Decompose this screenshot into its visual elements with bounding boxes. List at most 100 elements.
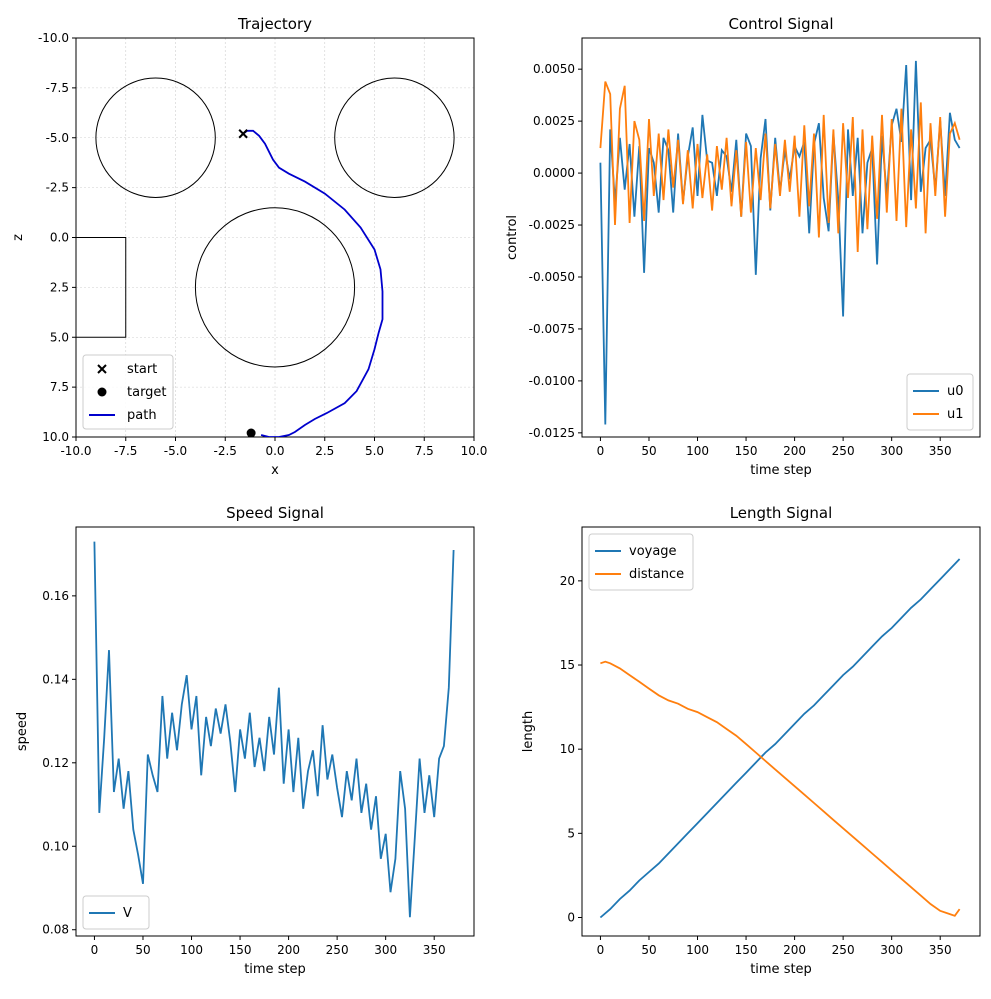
obstacle-circle	[95, 77, 216, 198]
y-tick-label: 10	[560, 742, 575, 756]
path-line	[242, 129, 384, 437]
y-tick-label: 0.10	[42, 839, 69, 853]
x-tick-label: 200	[783, 943, 806, 957]
obstacle-circle	[194, 207, 356, 368]
x-tick-label: 0.0	[265, 444, 284, 458]
series-line-voyage	[599, 558, 961, 919]
x-tick-label: 200	[277, 943, 300, 957]
series-line-distance	[600, 660, 961, 917]
x-tick-label: 0	[91, 943, 99, 957]
y-axis-label: length	[521, 711, 536, 752]
y-tick-label: 15	[560, 658, 575, 672]
obstacle-rect	[76, 237, 127, 338]
data-area	[599, 60, 961, 425]
x-tick-label: 300	[374, 943, 397, 957]
x-tick-label: 5.0	[365, 444, 384, 458]
legend-box	[588, 533, 694, 591]
y-tick-label: 0.0025	[533, 114, 575, 128]
chart-title: Speed Signal	[226, 504, 324, 522]
y-tick-label: -0.0050	[529, 270, 575, 284]
legend-box	[82, 354, 174, 430]
start-marker	[238, 129, 248, 139]
x-tick-label: 150	[229, 943, 252, 957]
y-tick-label: -0.0100	[529, 374, 575, 388]
legend-target-marker	[97, 387, 107, 397]
legend-box	[906, 373, 974, 431]
y-tick-label: 7.5	[50, 380, 69, 394]
chart-panel-4: 0 50 100 150 200 250 300 350 0 5 10 15 20 Length Sign…	[521, 504, 981, 977]
y-tick-label: 10.0	[42, 430, 69, 444]
x-axis-label: x	[271, 463, 279, 478]
y-axis-label: speed	[15, 712, 30, 751]
legend-label: target	[127, 385, 167, 400]
series-line-u1	[599, 81, 961, 253]
y-tick-label: -0.0125	[529, 426, 575, 440]
x-tick-label: -7.5	[114, 444, 137, 458]
legend-label: u0	[947, 384, 964, 399]
legend-label: path	[127, 408, 157, 423]
data-area	[76, 77, 455, 437]
x-tick-label: 150	[735, 943, 758, 957]
legend-label: distance	[629, 567, 684, 582]
chart-panel-2: 0 50 100 150 200 250 300 350 -0.0125 -0.0100 -0.00…	[505, 15, 981, 478]
x-axis-label: time step	[750, 962, 812, 977]
chart-title: Trajectory	[237, 15, 312, 33]
y-axis-label: control	[505, 215, 520, 260]
y-tick-label: 0.16	[42, 589, 69, 603]
x-tick-label: -10.0	[60, 444, 91, 458]
axes-frame	[75, 526, 475, 937]
x-tick-label: 150	[735, 444, 758, 458]
legend-label: V	[123, 906, 132, 921]
y-tick-label: -2.5	[46, 181, 69, 195]
y-tick-label: 20	[560, 574, 575, 588]
data-area	[93, 541, 455, 918]
axes-frame	[581, 37, 981, 438]
legend-label: u1	[947, 407, 964, 422]
chart-title: Length Signal	[730, 504, 833, 522]
y-tick-label: -7.5	[46, 81, 69, 95]
x-tick-label: 300	[880, 444, 903, 458]
x-tick-label: 250	[832, 943, 855, 957]
axes-frame	[581, 526, 981, 937]
target-marker	[246, 428, 256, 438]
x-tick-label: 2.5	[315, 444, 334, 458]
y-tick-label: 0.08	[42, 923, 69, 937]
legend-start-marker	[97, 364, 107, 374]
legend-label: voyage	[629, 544, 677, 559]
y-tick-label: -0.0075	[529, 322, 575, 336]
x-tick-label: 7.5	[415, 444, 434, 458]
x-tick-label: -5.0	[164, 444, 187, 458]
x-tick-label: 100	[180, 943, 203, 957]
y-tick-label: 5	[567, 826, 575, 840]
x-tick-label: 200	[783, 444, 806, 458]
x-axis-label: time step	[750, 463, 812, 478]
x-tick-label: 50	[135, 943, 150, 957]
y-tick-label: 0.12	[42, 756, 69, 770]
y-tick-label: 0.14	[42, 672, 69, 686]
x-tick-label: 350	[423, 943, 446, 957]
y-tick-label: -5.0	[46, 131, 69, 145]
y-tick-label: 0.0050	[533, 62, 575, 76]
chart-title: Control Signal	[728, 15, 833, 33]
x-tick-label: 100	[686, 943, 709, 957]
y-tick-label: 5.0	[50, 330, 69, 344]
x-tick-label: -2.5	[214, 444, 237, 458]
x-tick-label: 350	[929, 444, 952, 458]
x-tick-label: 100	[686, 444, 709, 458]
x-axis-label: time step	[244, 962, 306, 977]
x-tick-label: 0	[597, 943, 605, 957]
x-tick-label: 300	[880, 943, 903, 957]
y-tick-label: 0.0	[50, 231, 69, 245]
series-line-u0	[599, 60, 961, 425]
y-axis-label: z	[11, 234, 26, 241]
y-tick-label: -0.0025	[529, 218, 575, 232]
x-tick-label: 10.0	[461, 444, 488, 458]
y-tick-label: 0	[567, 910, 575, 924]
legend-label: start	[127, 362, 157, 377]
x-tick-label: 50	[641, 444, 656, 458]
chart-panel-1: -10.0 -7.5 -5.0 -2.5 0.0 2.5 5.0 7.5 10.0-10.0-7…	[11, 15, 487, 478]
y-tick-label: -10.0	[38, 31, 69, 45]
obstacle-circle	[334, 77, 455, 198]
legend-box	[82, 895, 150, 930]
